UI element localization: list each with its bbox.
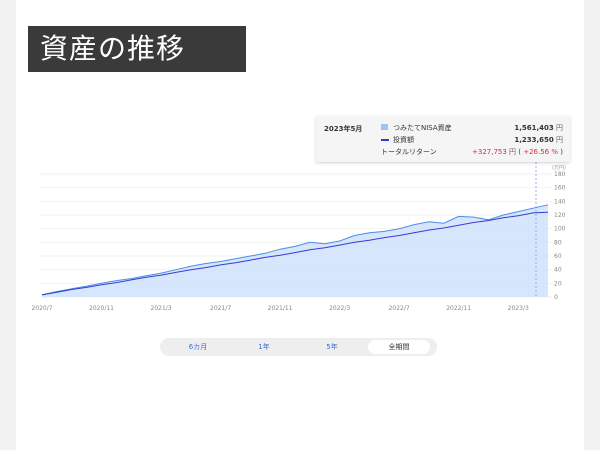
period-tabs: 6カ月 1年 5年 全期間	[160, 338, 437, 356]
nisa-swatch	[381, 124, 388, 130]
tooltip-invest-label: 投資額	[393, 136, 414, 144]
y-tick-label: 120	[554, 212, 566, 219]
x-tick-label: 2020/11	[89, 305, 114, 312]
y-tick-label: 60	[554, 253, 562, 260]
tab-5-years[interactable]: 5年	[326, 343, 338, 351]
tooltip-row-nisa: つみたてNISA資産 1,561,403 円	[381, 123, 563, 133]
tooltip-invest-value: 1,233,650	[514, 136, 554, 144]
tab-1-year[interactable]: 1年	[258, 343, 270, 351]
investment-line	[41, 211, 549, 296]
y-axis-unit: (万円)	[552, 165, 566, 171]
x-tick-label: 2021/7	[210, 305, 231, 312]
tooltip-return-value: +327,753	[472, 148, 507, 156]
tab-6-months[interactable]: 6カ月	[188, 343, 208, 351]
tooltip-row-return: トータルリターン +327,753 円 ( +26.56 % )	[381, 148, 563, 156]
x-tick-label: 2022/11	[446, 305, 471, 312]
y-tick-label: 20	[554, 280, 562, 287]
tooltip-return-pct: +26.56	[523, 148, 550, 156]
tooltip-nisa-label: つみたてNISA資産	[393, 124, 452, 132]
tooltip-return-label: トータルリターン	[381, 148, 437, 156]
tooltip-row-invest: 投資額 1,233,650 円	[381, 135, 563, 145]
tab-all-period[interactable]: 全期間	[368, 340, 430, 354]
nisa-asset-area	[42, 204, 548, 297]
nisa-asset-line	[41, 204, 549, 296]
invest-swatch	[381, 139, 389, 141]
x-tick-label: 2021/3	[151, 305, 172, 312]
y-tick-label: 100	[554, 226, 566, 233]
y-tick-label: 40	[554, 267, 562, 274]
x-tick-label: 2021/11	[268, 305, 293, 312]
yen-unit: 円	[556, 136, 563, 144]
x-tick-label: 2023/3	[508, 305, 529, 312]
y-tick-label: 160	[554, 185, 566, 192]
slide-title: 資産の推移	[28, 26, 246, 72]
y-tick-label: 180	[554, 171, 566, 178]
x-axis-ticks: 2020/7 2020/11 2021/3 2021/7 2021/11 2022/3 20…	[31, 305, 529, 312]
x-tick-label: 2022/7	[389, 305, 410, 312]
y-tick-label: 80	[554, 239, 562, 246]
chart-tooltip: 2023年5月 つみたてNISA資産 1,561,403 円 投資額 1,233…	[316, 116, 570, 162]
tooltip-nisa-value: 1,561,403	[514, 124, 554, 132]
y-tick-label: 0	[554, 294, 558, 301]
yen-unit: 円	[509, 148, 517, 156]
pct-unit: %	[551, 148, 559, 156]
y-axis-ticks: 0 20 40 60 80 100 120 140 160 180	[554, 171, 566, 301]
y-tick-label: 140	[554, 198, 566, 205]
yen-unit: 円	[556, 124, 563, 132]
tooltip-month: 2023年5月	[324, 125, 363, 133]
x-tick-label: 2022/3	[329, 305, 350, 312]
x-tick-label: 2020/7	[31, 305, 52, 312]
